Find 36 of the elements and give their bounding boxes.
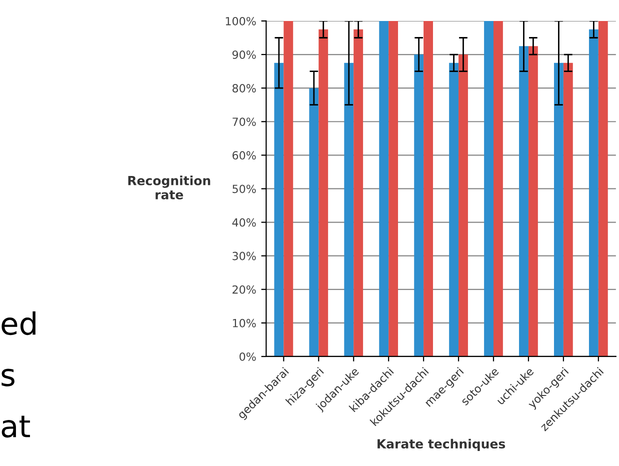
y-tick-label: 100%	[226, 16, 256, 26]
bar	[494, 20, 503, 356]
y-tick-label: 50%	[232, 184, 256, 194]
bar	[449, 62, 459, 356]
bar	[528, 46, 538, 356]
bar	[414, 54, 424, 356]
y-tick-label: 90%	[232, 50, 256, 59]
bar	[344, 62, 354, 356]
y-tick-label: 20%	[232, 285, 256, 294]
bar	[274, 62, 284, 356]
bar	[388, 20, 398, 356]
x-axis-title: Karate techniques	[378, 438, 506, 451]
bar	[588, 29, 598, 356]
bar	[563, 62, 573, 356]
bar	[554, 62, 564, 356]
bar	[379, 20, 389, 356]
bar	[519, 46, 528, 356]
y-tick-label: 0%	[240, 352, 256, 361]
y-axis-title: Recognition rate	[128, 176, 210, 200]
bar	[284, 20, 294, 356]
y-tick-label: 30%	[232, 252, 256, 260]
y-tick-label: 70%	[232, 118, 256, 126]
bar	[424, 20, 433, 356]
y-tick-label: 60%	[232, 151, 256, 160]
bar	[309, 88, 319, 356]
y-tick-label: 80%	[232, 84, 256, 92]
bar	[354, 29, 364, 356]
y-tick-label: 40%	[232, 218, 256, 227]
text: ed	[2, 311, 36, 336]
bar	[458, 54, 468, 356]
text: s	[2, 368, 14, 386]
bar	[318, 29, 328, 356]
bar	[598, 20, 608, 356]
bar	[484, 20, 494, 356]
text: at	[2, 416, 30, 438]
y-tick-label: 10%	[232, 318, 256, 328]
